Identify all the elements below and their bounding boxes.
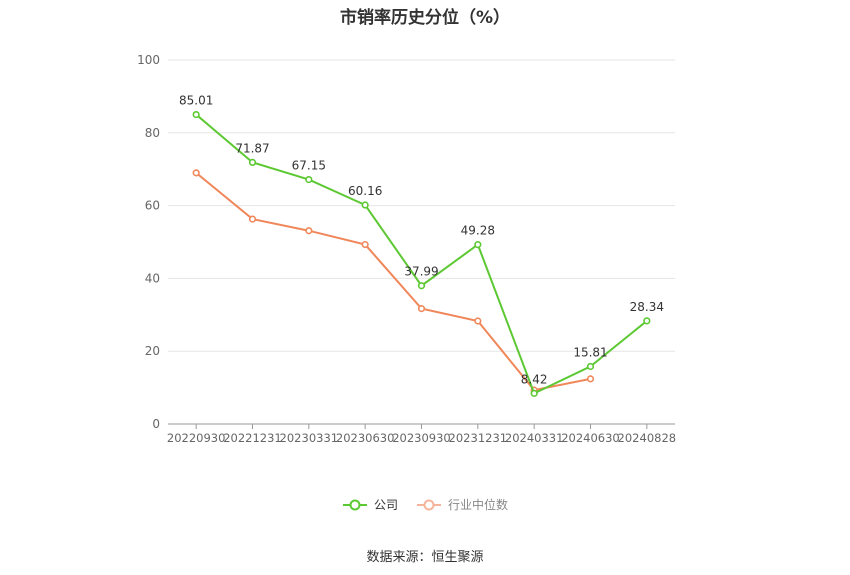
series-layer — [192, 110, 651, 397]
data-point — [248, 158, 257, 166]
data-point — [530, 389, 538, 397]
data-label: 67.15 — [292, 159, 326, 173]
data-labels: 85.01 71.87 67.15 60.16 37.99 49.28 8.42 15.81 2… — [179, 94, 664, 387]
data-point — [361, 240, 369, 249]
data-point — [586, 375, 595, 383]
chart-title: 市销率历史分位（%） — [339, 8, 511, 28]
data-point — [361, 201, 369, 209]
legend-item-industry[interactable]: 行业中位数 — [416, 496, 508, 513]
legend: 公司 行业中位数 — [0, 496, 850, 513]
x-tick-label: 20240630 — [561, 431, 620, 445]
x-tick-label: 20230630 — [336, 431, 395, 445]
y-tick-label: 20 — [145, 344, 160, 358]
y-tick-label: 0 — [152, 417, 160, 431]
y-tick-label: 60 — [145, 199, 160, 213]
x-tick-label: 20221231 — [223, 431, 282, 445]
x-axis: 2022093020221231202303312023063020230930… — [167, 423, 677, 445]
data-label: 28.34 — [630, 300, 664, 314]
x-tick-label: 20230331 — [280, 431, 339, 445]
data-source: 数据来源：恒生聚源 — [366, 550, 484, 565]
y-tick-label: 80 — [145, 126, 160, 140]
legend-item-company[interactable]: 公司 — [342, 496, 398, 513]
data-label: 15.81 — [573, 345, 607, 359]
data-point — [586, 362, 595, 371]
data-label: 37.99 — [404, 265, 438, 279]
data-point — [192, 110, 200, 119]
data-point — [192, 169, 200, 177]
data-point — [417, 282, 426, 290]
x-tick-label: 20240828 — [618, 431, 677, 445]
legend-company-marker-icon — [342, 499, 367, 510]
y-axis-ticks: 0 20 40 60 80 100 — [137, 53, 160, 431]
y-tick-label: 100 — [137, 53, 160, 67]
data-label: 8.42 — [521, 372, 548, 386]
x-tick-label: 20220930 — [167, 431, 226, 445]
x-tick-label: 20240331 — [505, 431, 564, 445]
data-label: 85.01 — [179, 94, 213, 108]
data-label: 49.28 — [461, 224, 495, 238]
y-tick-label: 40 — [145, 271, 160, 285]
legend-label-company: 公司 — [373, 498, 398, 512]
data-label: 60.16 — [348, 184, 382, 198]
data-point — [305, 175, 313, 184]
data-point — [248, 215, 257, 223]
data-point — [474, 317, 482, 325]
data-point — [305, 227, 313, 235]
data-point — [417, 305, 426, 313]
series-line-industry — [195, 172, 591, 392]
data-label: 71.87 — [235, 141, 269, 155]
data-point — [643, 317, 651, 325]
data-point — [474, 241, 482, 249]
x-tick-label: 20231231 — [449, 431, 508, 445]
x-tick-label: 20230930 — [392, 431, 451, 445]
legend-label-industry: 行业中位数 — [448, 498, 509, 512]
grid-lines — [168, 59, 675, 352]
legend-industry-marker-icon — [417, 499, 441, 510]
